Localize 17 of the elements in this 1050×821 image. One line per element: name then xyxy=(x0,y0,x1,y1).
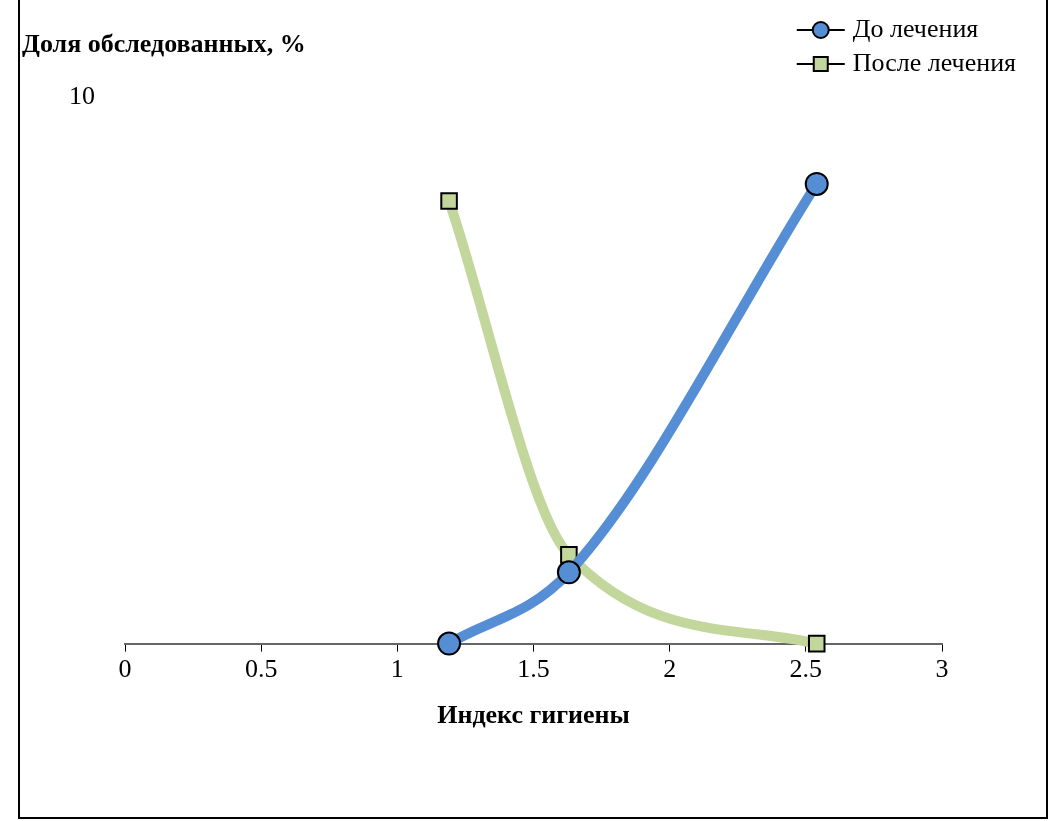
y-axis-title: Доля обследованных, % xyxy=(22,28,306,58)
text: 10 xyxy=(69,80,95,110)
point xyxy=(556,560,581,585)
point xyxy=(437,631,462,656)
x-axis-title: Индекс гигиены xyxy=(437,700,630,730)
legend-label: До лечения xyxy=(852,13,979,43)
legend-label: После лечения xyxy=(852,47,1017,77)
point xyxy=(440,192,458,210)
x-tick-label: 0.5 xyxy=(244,654,278,684)
x-tick-label: 2 xyxy=(663,654,677,684)
point xyxy=(804,171,829,196)
x-tick-label: 1 xyxy=(390,654,404,684)
x-tick-label: 2.5 xyxy=(789,654,823,684)
point xyxy=(807,634,826,653)
x-tick-label: 0 xyxy=(118,654,132,684)
x-tick-label: 1.5 xyxy=(517,654,550,684)
x-tick-label: 3 xyxy=(935,654,949,684)
